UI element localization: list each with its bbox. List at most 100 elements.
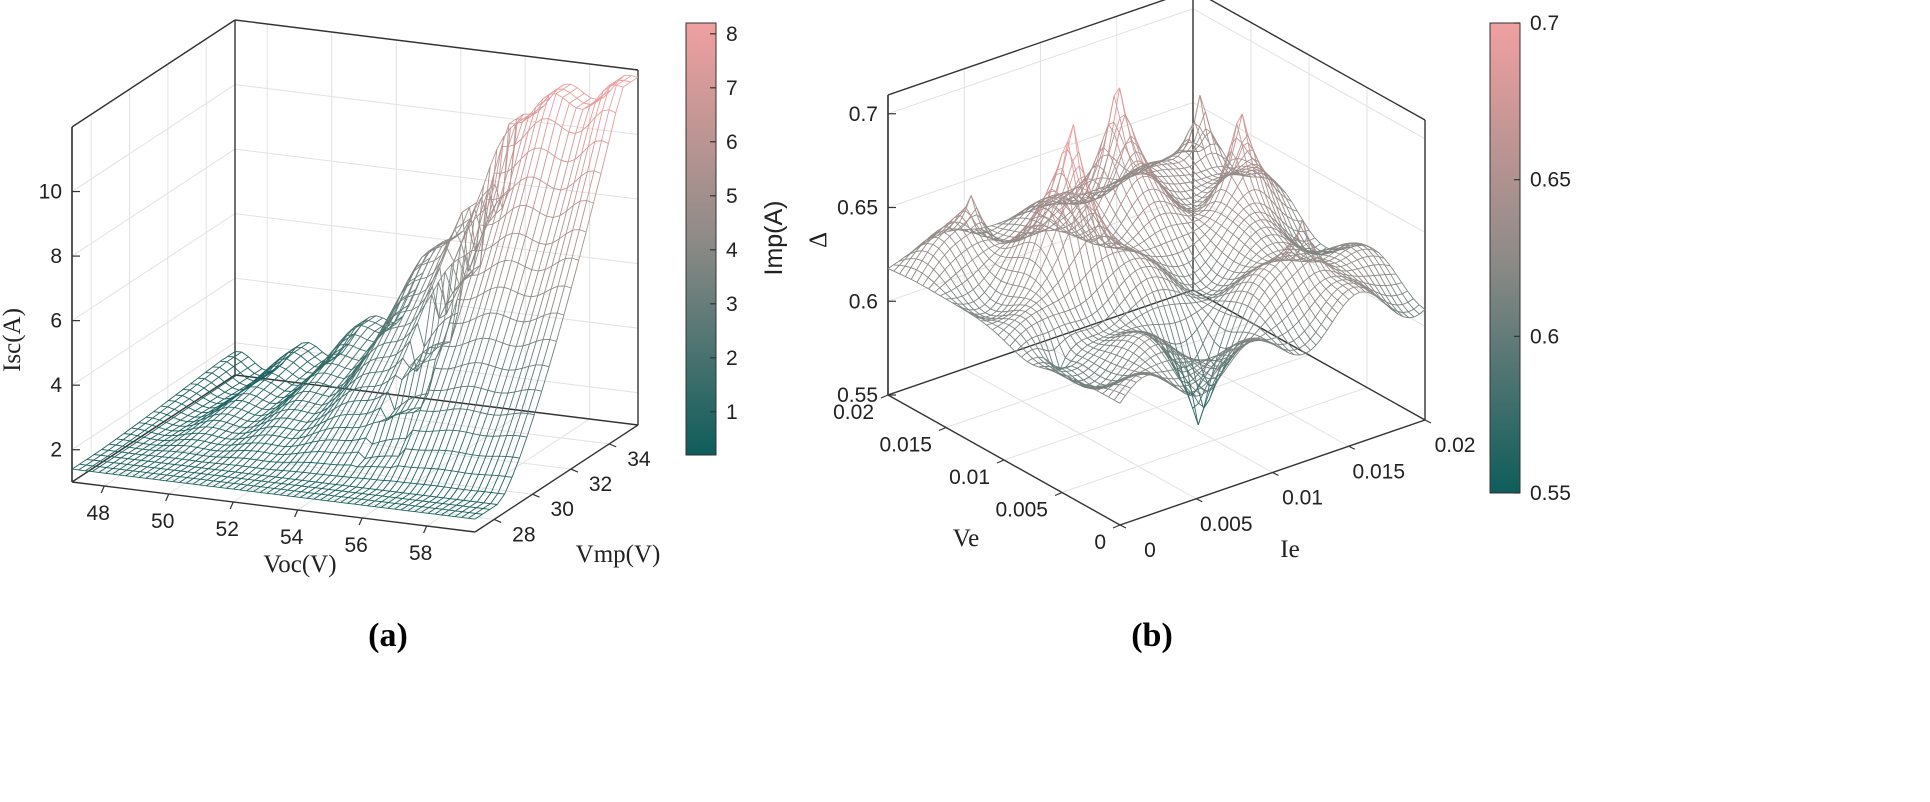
chart-a-mesh-line-x <box>368 493 376 496</box>
chart-a-mesh-line-y <box>298 378 307 386</box>
chart-b-mesh-line-x <box>1191 311 1197 316</box>
chart-b-mesh-line-x <box>1239 266 1246 274</box>
chart-b-mesh-line-x <box>1143 236 1150 242</box>
chart-a-mesh-line-y <box>175 389 184 396</box>
chart-a-mesh-line-x <box>313 423 321 428</box>
chart-a-mesh-line-y <box>347 388 356 403</box>
chart-a-mesh-line-y <box>108 444 117 451</box>
chart-a-mesh-line-y <box>575 102 584 109</box>
chart-b-mesh-line-x <box>1226 195 1233 206</box>
chart-b-mesh-line-x <box>1153 188 1160 192</box>
chart-b-mesh-line-x <box>1000 269 1008 282</box>
chart-a-mesh-line-x <box>412 293 420 296</box>
chart-a-mesh-line-y <box>199 417 208 424</box>
chart-a-mesh-line-y <box>433 368 443 391</box>
chart-a-mesh-line-x <box>286 358 294 363</box>
chart-b-mesh-line-x <box>1200 293 1207 296</box>
chart-a-mesh-line-y <box>194 412 203 418</box>
chart-b-mesh-line-x <box>1222 269 1229 279</box>
chart-a-mesh-line-y <box>352 349 361 359</box>
chart-a-mesh-line-y <box>435 241 444 247</box>
chart-a-mesh-line-y <box>374 495 383 502</box>
chart-a-mesh-line-x <box>468 512 476 514</box>
chart-b-mesh-line-x <box>1230 291 1237 302</box>
chart-a-mesh-line-y <box>328 357 337 363</box>
chart-a-mesh-line-y <box>570 260 580 289</box>
chart-b-mesh-line-x <box>934 287 941 293</box>
chart-a-mesh-line-y <box>92 460 101 467</box>
chart-a-mesh-line-x <box>187 471 195 474</box>
chart-b-mesh-line-x <box>977 251 984 256</box>
chart-b-mesh-line-x <box>1015 345 1022 353</box>
chart-b-mesh-line-x <box>1108 121 1114 126</box>
chart-b-mesh-line-x <box>928 282 935 290</box>
chart-a-mesh-line-x <box>314 411 322 415</box>
chart-a-mesh-line-y <box>272 417 281 427</box>
chart-a-mesh-line-y <box>342 377 351 389</box>
chart-a-mesh-line-x <box>479 455 486 457</box>
chart-a-mesh-line-y <box>244 436 253 445</box>
chart-a-mesh-line-x <box>315 481 323 484</box>
chart-a-mesh-line-x <box>266 418 274 423</box>
chart-b-mesh-line-x <box>1272 241 1279 244</box>
chart-a-mesh-line-y <box>254 408 263 416</box>
chart-a-mesh-line-y <box>550 261 560 290</box>
chart-a-mesh-line-x <box>322 482 330 485</box>
chart-a-mesh-line-x <box>484 266 492 272</box>
chart-a-mesh-line-x <box>456 499 464 501</box>
chart-b-mesh-line-x <box>1287 326 1294 332</box>
chart-a-mesh-line-x <box>299 367 308 373</box>
chart-a-mesh-line-x <box>547 151 555 157</box>
chart-a-mesh-line-x <box>354 497 362 500</box>
chart-a-mesh-line-x <box>174 408 182 414</box>
chart-a-mesh-line-y <box>430 468 439 486</box>
chart-a-mesh-line-y <box>165 424 174 430</box>
chart-a-grid-wall-z <box>234 277 639 329</box>
chart-b-mesh-line-x <box>1203 203 1210 211</box>
chart-b-mesh-line-x <box>926 236 933 244</box>
chart-b-mesh-line-x <box>1002 314 1009 319</box>
chart-a-mesh-line-y <box>408 499 417 506</box>
chart-a-mesh-line-y <box>282 396 291 404</box>
chart-b-mesh-line-x <box>1165 225 1172 228</box>
chart-a-mesh-line-y <box>360 499 369 506</box>
chart-b-mesh-line-x <box>1165 201 1171 205</box>
chart-b-mesh-line-x <box>1039 207 1047 227</box>
chart-a-mesh-line-y <box>325 350 334 360</box>
chart-a-mesh-line-x <box>487 173 495 208</box>
chart-b-mesh-line-x <box>910 251 917 259</box>
chart-b-mesh-line-x <box>1277 234 1284 238</box>
chart-b-mesh-line-x <box>1019 311 1026 317</box>
chart-a-mesh-line-y <box>471 434 481 455</box>
chart-a-mesh-line-y <box>288 390 297 400</box>
chart-a-mesh-line-y <box>501 123 510 147</box>
chart-b-mesh-line-x <box>1174 196 1181 200</box>
chart-a-mesh-line-x <box>219 420 227 423</box>
chart-a-mesh-line-y <box>452 285 461 294</box>
chart-a-mesh-line-x <box>94 454 101 456</box>
chart-a-mesh-line-x <box>181 464 189 467</box>
chart-a-mesh-line-x <box>197 383 205 389</box>
chart-a-mesh-line-y <box>240 479 249 485</box>
chart-b-mesh-line-x <box>1227 247 1234 258</box>
chart-a-mesh-line-y <box>299 422 308 431</box>
chart-a-mesh-line-y <box>231 433 240 440</box>
chart-b-mesh-line-x <box>1266 226 1272 229</box>
chart-a-mesh-line-y <box>329 464 338 476</box>
chart-a-mesh-line-y <box>463 275 472 301</box>
chart-b-mesh-line-x <box>1124 274 1131 282</box>
chart-a-mesh-line-x <box>277 396 284 399</box>
chart-b-mesh-line-x <box>1074 249 1081 259</box>
chart-b-mesh-line-x <box>1109 214 1116 225</box>
chart-a-mesh-line-x <box>382 369 390 373</box>
chart-b-mesh-line-x <box>1094 238 1101 246</box>
chart-a-mesh-line-x <box>398 310 406 314</box>
chart-b-mesh-line-x <box>1013 304 1020 311</box>
chart-a-mesh-line-y <box>396 325 406 342</box>
chart-a-mesh-line-y <box>265 426 274 436</box>
chart-b-mesh-line-x <box>1246 150 1254 159</box>
chart-a-mesh-line-y <box>261 475 270 482</box>
chart-b-mesh-line-x <box>1174 320 1181 324</box>
chart-a-mesh-line-y <box>441 509 450 516</box>
chart-a-mesh-line-x <box>385 438 393 441</box>
